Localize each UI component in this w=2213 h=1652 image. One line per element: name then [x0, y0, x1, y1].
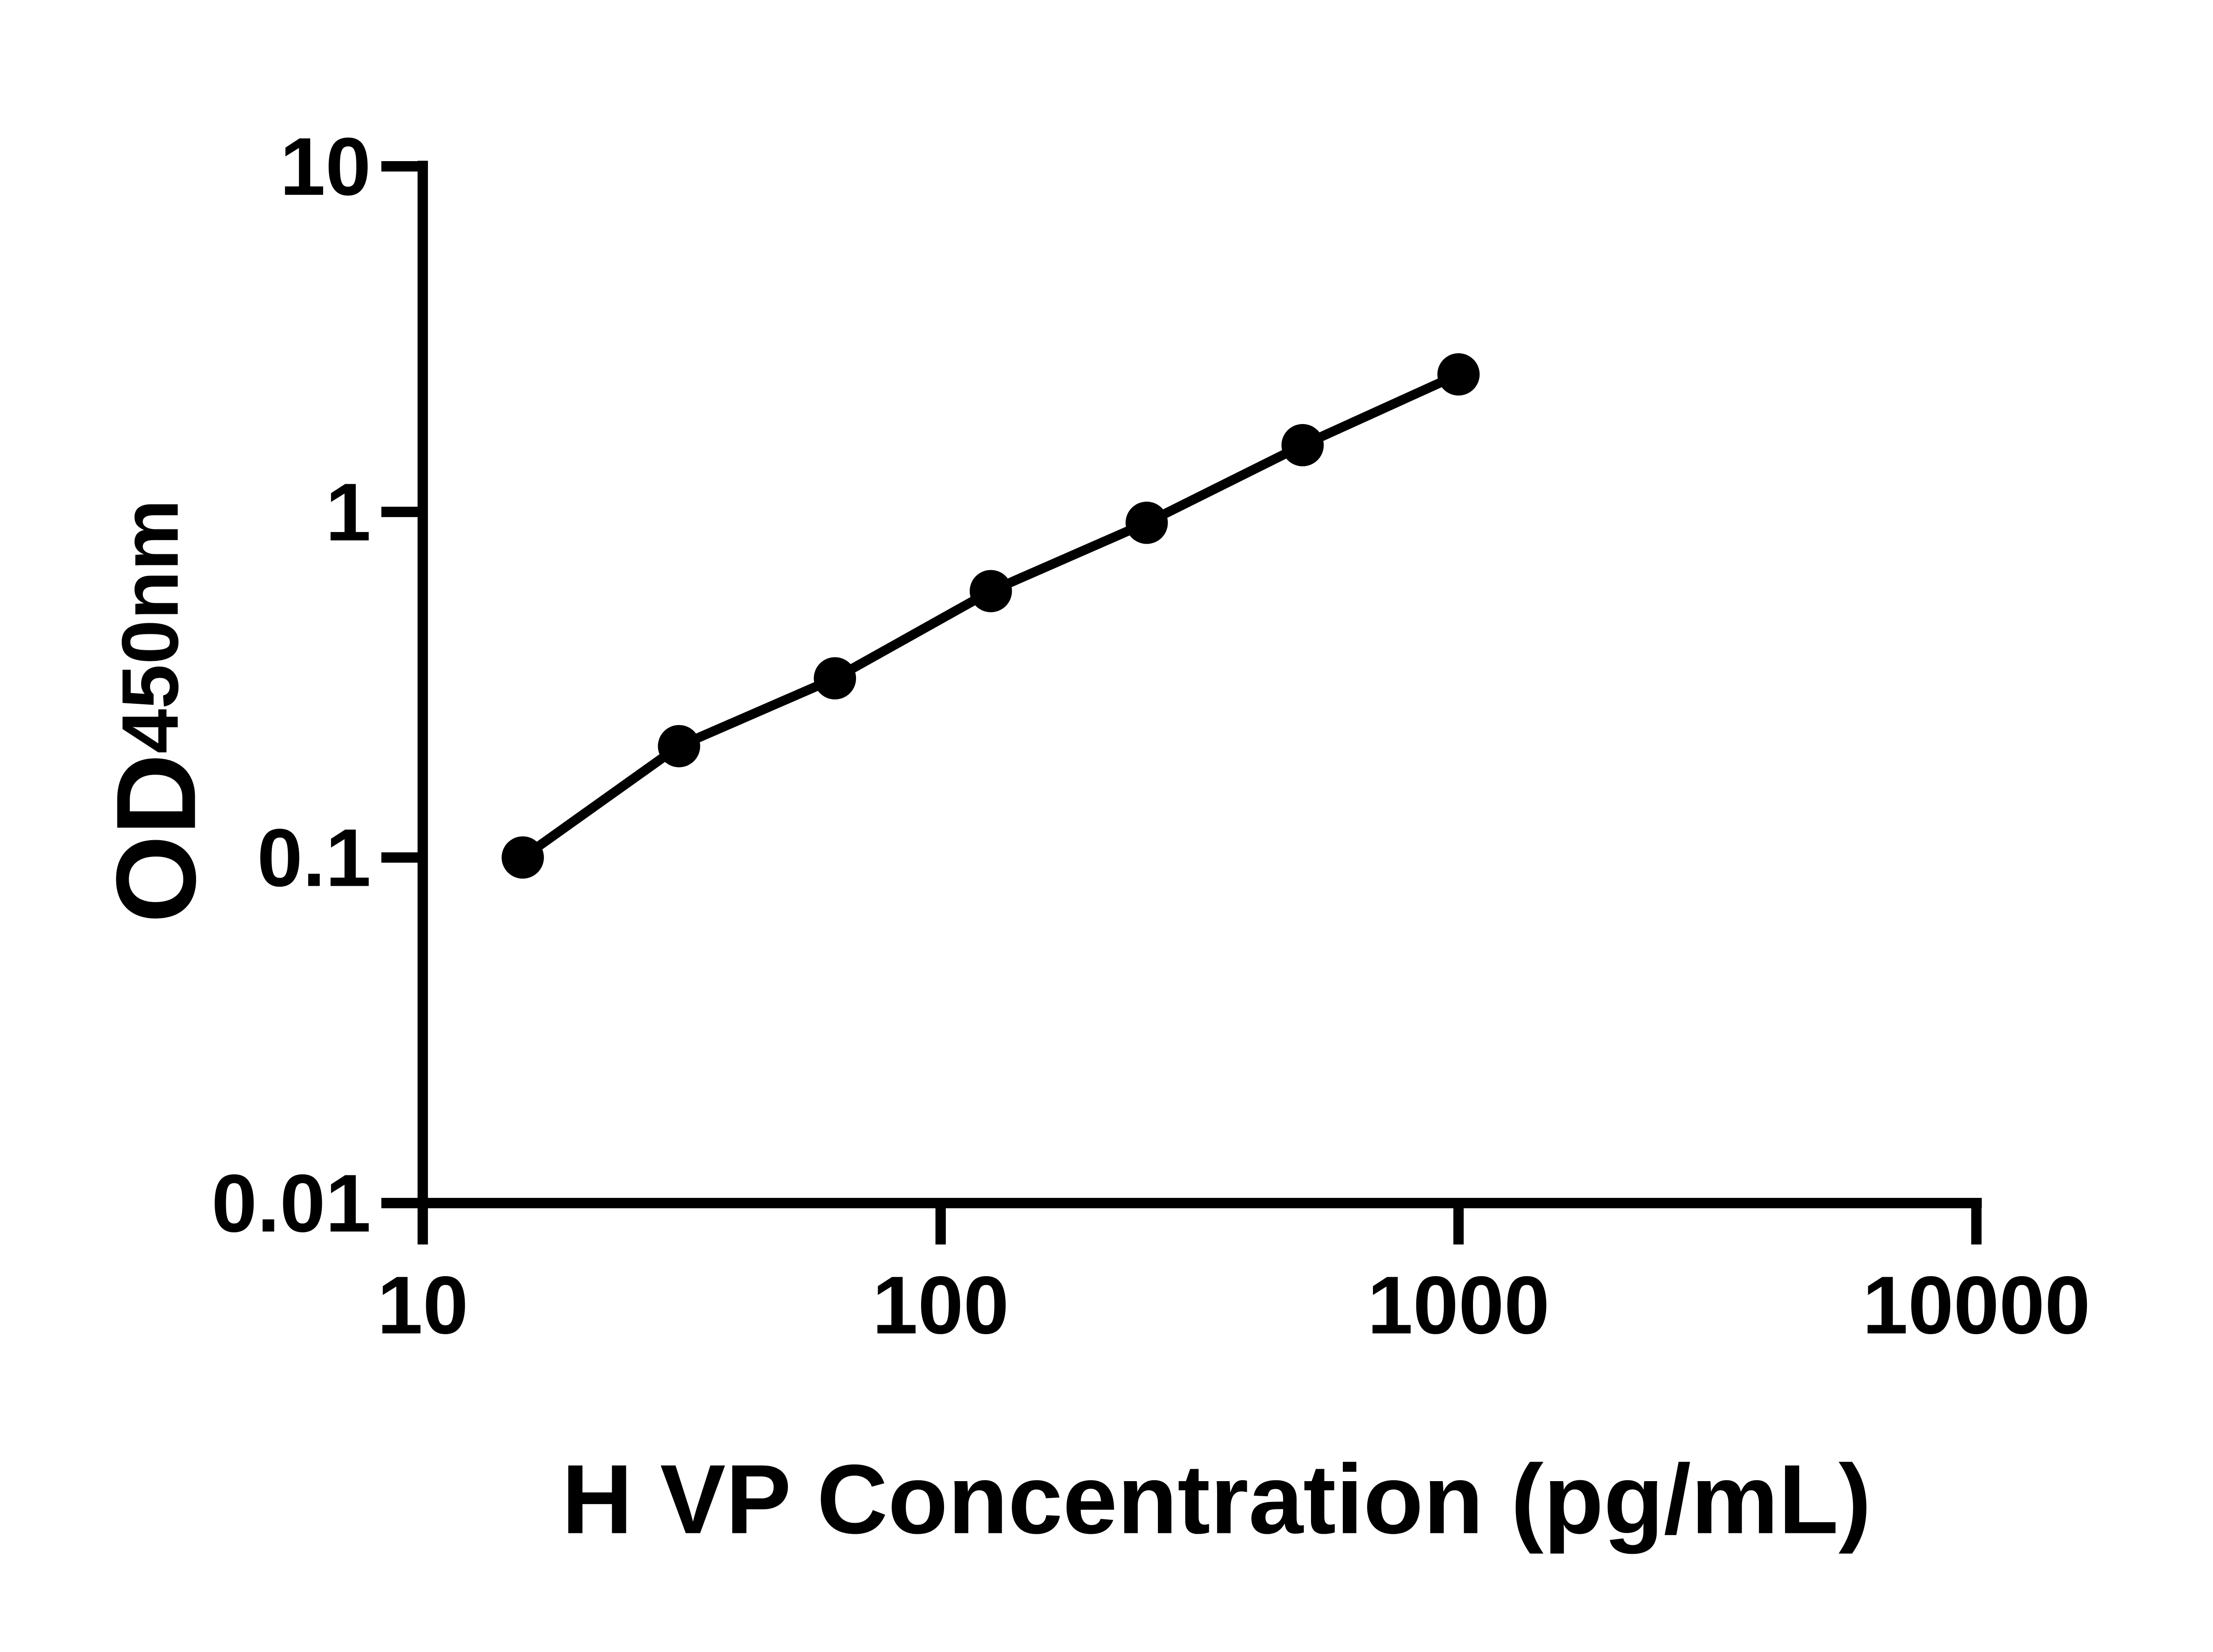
x-tick-label: 1000 — [1367, 1259, 1550, 1351]
data-point — [813, 657, 856, 700]
y-tick-label: 0.1 — [257, 812, 371, 903]
y-axis-tick-labels: 10 1 0.1 0.01 — [212, 121, 371, 1249]
data-point — [1437, 353, 1480, 396]
series-group — [501, 353, 1480, 879]
data-points — [501, 353, 1480, 879]
plot-background — [0, 21, 2213, 1631]
data-point — [1126, 502, 1168, 544]
x-axis-tick-labels: 10 100 1000 10000 — [377, 1259, 2090, 1351]
y-axis-title-subscript: 450nm — [106, 499, 195, 753]
axes — [381, 161, 1982, 1245]
y-tick-label: 0.01 — [212, 1158, 371, 1249]
y-axis-title-main: OD — [93, 753, 220, 923]
y-axis-ticks — [381, 161, 423, 1208]
data-point — [501, 836, 544, 879]
y-axis-title: OD450nm — [93, 499, 220, 923]
y-tick-label: 1 — [325, 467, 371, 558]
x-tick-label: 10000 — [1862, 1259, 2090, 1351]
x-axis-ticks — [417, 1203, 1982, 1245]
data-point — [1281, 424, 1324, 467]
x-axis-title: H VP Concentration (pg/mL) — [562, 1444, 1871, 1554]
data-point — [969, 570, 1012, 613]
data-point — [658, 725, 700, 768]
x-tick-label: 10 — [377, 1259, 468, 1351]
y-tick-label: 10 — [280, 121, 371, 212]
x-tick-label: 100 — [872, 1259, 1009, 1351]
